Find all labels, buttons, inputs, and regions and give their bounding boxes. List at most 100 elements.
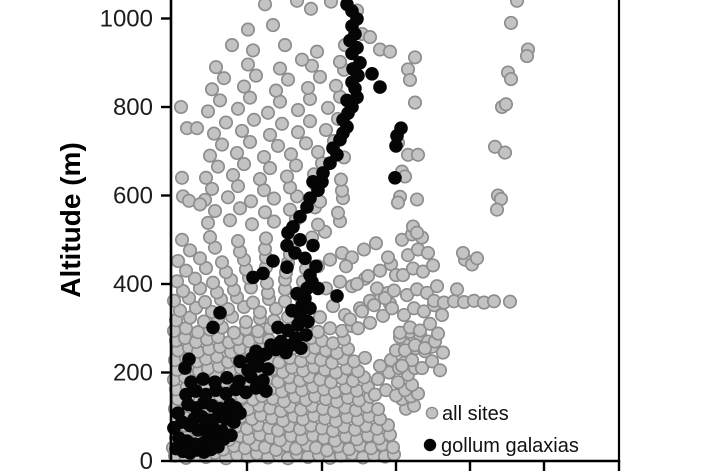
gollum-galaxias-point	[196, 372, 210, 386]
all-sites-point	[310, 145, 326, 160]
legend-gollum-galaxias-label: gollum galaxias	[441, 435, 579, 457]
all-sites-point	[200, 215, 216, 230]
gollum-galaxias-point	[394, 121, 408, 135]
all-sites-point	[182, 243, 198, 258]
all-sites-point	[252, 172, 268, 187]
gollum-galaxias-point	[184, 375, 198, 390]
all-sites-point	[434, 307, 450, 323]
all-sites-point	[342, 312, 358, 327]
all-sites-point	[192, 197, 208, 212]
all-sites-point	[509, 0, 525, 8]
gollum-galaxias-point	[309, 259, 323, 274]
gollum-galaxias-point	[311, 281, 325, 296]
all-sites-point	[210, 159, 226, 174]
all-sites-point	[312, 310, 328, 325]
all-sites-point	[396, 307, 412, 323]
all-sites-point	[333, 172, 349, 187]
all-sites-point	[430, 326, 446, 341]
gollum-galaxias-point	[266, 254, 280, 268]
all-sites-point	[503, 72, 519, 87]
all-sites-point	[318, 122, 334, 138]
legend: all sites gollum galaxias	[423, 403, 579, 457]
all-sites-point	[328, 78, 344, 93]
all-sites-point	[294, 52, 310, 67]
all-sites-point	[266, 191, 282, 206]
all-sites-point	[320, 100, 336, 115]
all-sites-point	[205, 275, 221, 290]
all-sites-point	[220, 190, 236, 205]
all-sites-point	[245, 43, 261, 58]
all-sites-point	[377, 291, 393, 306]
y-tick-labels: 0 200 400 600 800 1000	[100, 6, 153, 473]
gollum-galaxias-point	[353, 56, 367, 70]
all-sites-point	[244, 217, 260, 232]
gollum-galaxias-point	[293, 233, 307, 247]
all-sites-point	[246, 112, 262, 127]
all-sites-point	[198, 170, 214, 185]
gollum-galaxias-point	[316, 166, 330, 180]
all-sites-point	[234, 123, 250, 138]
all-sites-point	[170, 253, 186, 269]
all-sites-point	[390, 375, 406, 390]
gollum-galaxias-point	[288, 246, 302, 260]
all-sites-point	[236, 157, 252, 172]
all-sites-point	[192, 251, 208, 266]
all-sites-point	[410, 147, 426, 162]
all-sites-point	[283, 147, 299, 162]
all-sites-point	[260, 105, 276, 120]
all-sites-point	[258, 231, 274, 246]
all-sites-point	[265, 18, 281, 33]
all-sites-point	[449, 282, 465, 297]
all-sites-point	[310, 324, 326, 339]
all-sites-point	[268, 301, 284, 316]
y-tick-label: 1000	[100, 6, 153, 33]
all-sites-point	[289, 0, 305, 8]
gollum-galaxias-point	[206, 320, 220, 335]
y-tick-label: 800	[113, 94, 153, 121]
all-sites-point	[169, 274, 185, 289]
all-sites-point	[409, 192, 425, 207]
all-sites-point	[394, 358, 410, 373]
gollum-galaxias-point	[280, 260, 294, 275]
all-sites-point	[245, 295, 261, 310]
all-sites-point	[257, 0, 273, 12]
gollum-galaxias-point	[171, 406, 185, 421]
y-tick-label: 600	[113, 183, 153, 210]
gollum-galaxias-point	[298, 251, 312, 266]
all-sites-point	[455, 245, 471, 261]
all-sites-point	[489, 202, 505, 217]
all-sites-point	[257, 205, 273, 220]
all-sites-point	[425, 258, 441, 273]
gollum-galaxias-point	[256, 373, 270, 388]
all-sites-point	[338, 259, 354, 274]
all-sites-point	[372, 358, 388, 373]
all-sites-point	[242, 134, 258, 150]
gollum-galaxias-point	[233, 406, 247, 421]
all-sites-point	[214, 137, 230, 152]
all-sites-point	[230, 101, 246, 116]
y-tick-label: 400	[113, 271, 153, 298]
all-sites-point	[232, 201, 248, 216]
gollum-galaxias-point	[299, 328, 313, 342]
y-tick-label: 200	[113, 360, 153, 387]
all-sites-point	[498, 97, 514, 112]
all-sites-point	[395, 268, 411, 283]
all-sites-point	[435, 345, 451, 360]
all-sites-point	[469, 251, 485, 266]
all-sites-point	[262, 127, 278, 142]
all-sites-point	[432, 363, 448, 378]
all-sites-point	[409, 225, 425, 240]
gollum-galaxias-point	[232, 374, 246, 389]
all-sites-point	[256, 149, 272, 165]
gollum-galaxias-point	[213, 306, 227, 320]
gollum-galaxias-point	[330, 289, 344, 303]
all-sites-point	[368, 236, 384, 251]
all-sites-point	[414, 361, 430, 376]
axes-layer	[161, 0, 621, 471]
all-sites-point	[370, 372, 386, 387]
all-sites-point	[298, 136, 314, 151]
legend-all-sites-label: all sites	[442, 403, 509, 425]
all-sites-point	[312, 69, 328, 84]
all-sites-point	[303, 1, 319, 16]
